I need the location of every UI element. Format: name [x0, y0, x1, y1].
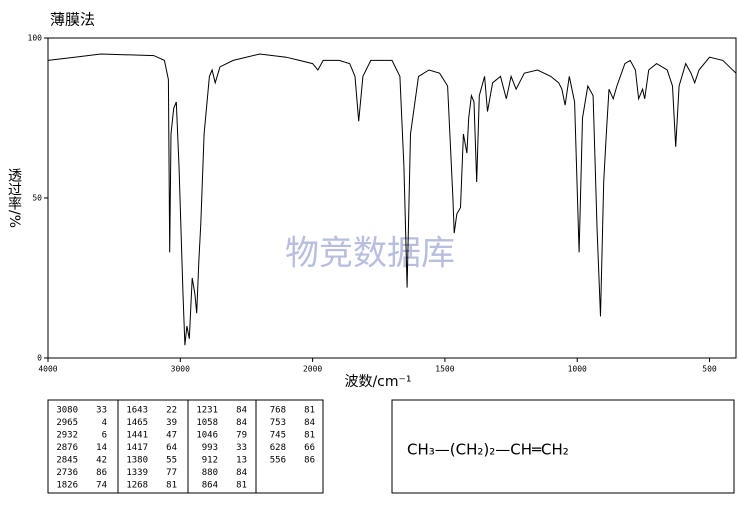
- watermark: 物竞数据库: [285, 234, 455, 274]
- peak-transmittance: 74: [96, 481, 107, 491]
- peak-transmittance: 22: [166, 406, 177, 416]
- peak-wavenumber: 2845: [56, 456, 78, 466]
- chart-title: 薄膜法: [50, 11, 95, 29]
- peak-wavenumber: 912: [202, 456, 218, 466]
- peak-transmittance: 86: [304, 456, 315, 466]
- peak-wavenumber: 1268: [126, 481, 148, 491]
- peak-transmittance: 81: [304, 406, 315, 416]
- peak-wavenumber: 753: [270, 418, 286, 428]
- y-axis-label: 透过率/%: [6, 168, 22, 228]
- peak-transmittance: 84: [236, 418, 247, 428]
- x-tick-label: 4000: [38, 365, 57, 374]
- peak-wavenumber: 1465: [126, 418, 148, 428]
- peak-wavenumber: 745: [270, 431, 286, 441]
- peak-transmittance: 47: [166, 431, 177, 441]
- y-tick-label: 50: [32, 194, 42, 203]
- plot-frame: [47, 37, 737, 359]
- x-tick-label: 500: [702, 365, 717, 374]
- peak-transmittance: 84: [236, 406, 247, 416]
- peak-wavenumber: 1643: [126, 406, 148, 416]
- peak-wavenumber: 2736: [56, 468, 78, 478]
- peak-wavenumber: 2932: [56, 431, 78, 441]
- x-tick-label: 2000: [303, 365, 322, 374]
- peak-wavenumber: 628: [270, 443, 286, 453]
- peak-wavenumber: 1046: [196, 431, 218, 441]
- peak-wavenumber: 1417: [126, 443, 148, 453]
- peak-wavenumber: 768: [270, 406, 286, 416]
- peak-transmittance: 84: [304, 418, 315, 428]
- peak-wavenumber: 1441: [126, 431, 148, 441]
- peak-table-box: [47, 399, 324, 494]
- peak-wavenumber: 3080: [56, 406, 78, 416]
- spectrum-line: [47, 53, 737, 346]
- peak-wavenumber: 2965: [56, 418, 78, 428]
- peak-wavenumber: 864: [202, 481, 218, 491]
- peak-transmittance: 6: [102, 431, 107, 441]
- x-axis-label: 波数/cm⁻¹: [344, 374, 411, 390]
- peak-transmittance: 55: [166, 456, 177, 466]
- peak-transmittance: 86: [96, 468, 107, 478]
- peak-wavenumber: 880: [202, 468, 218, 478]
- peak-wavenumber: 2876: [56, 443, 78, 453]
- y-tick-label: 0: [37, 354, 42, 363]
- peak-transmittance: 81: [304, 431, 315, 441]
- peak-transmittance: 64: [166, 443, 177, 453]
- peak-wavenumber: 1231: [196, 406, 218, 416]
- peak-transmittance: 66: [304, 443, 315, 453]
- y-tick-label: 100: [28, 34, 43, 43]
- x-tick-label: 1500: [435, 365, 454, 374]
- peak-wavenumber: 993: [202, 443, 218, 453]
- structure-formula: CH₃—(CH₂)₂—CH═CH₂: [407, 441, 569, 459]
- peak-transmittance: 42: [96, 456, 107, 466]
- peak-transmittance: 13: [236, 456, 247, 466]
- peak-wavenumber: 1826: [56, 481, 78, 491]
- peak-transmittance: 77: [166, 468, 177, 478]
- peak-wavenumber: 1058: [196, 418, 218, 428]
- peak-transmittance: 4: [102, 418, 107, 428]
- peak-transmittance: 81: [166, 481, 177, 491]
- peak-wavenumber: 1380: [126, 456, 148, 466]
- peak-transmittance: 84: [236, 468, 247, 478]
- x-tick-label: 1000: [568, 365, 587, 374]
- peak-transmittance: 33: [236, 443, 247, 453]
- peak-transmittance: 79: [236, 431, 247, 441]
- peak-wavenumber: 1339: [126, 468, 148, 478]
- peak-transmittance: 14: [96, 443, 107, 453]
- peak-transmittance: 81: [236, 481, 247, 491]
- peak-transmittance: 39: [166, 418, 177, 428]
- peak-wavenumber: 556: [270, 456, 286, 466]
- peak-transmittance: 33: [96, 406, 107, 416]
- x-tick-label: 3000: [171, 365, 190, 374]
- structure-box: [391, 399, 735, 494]
